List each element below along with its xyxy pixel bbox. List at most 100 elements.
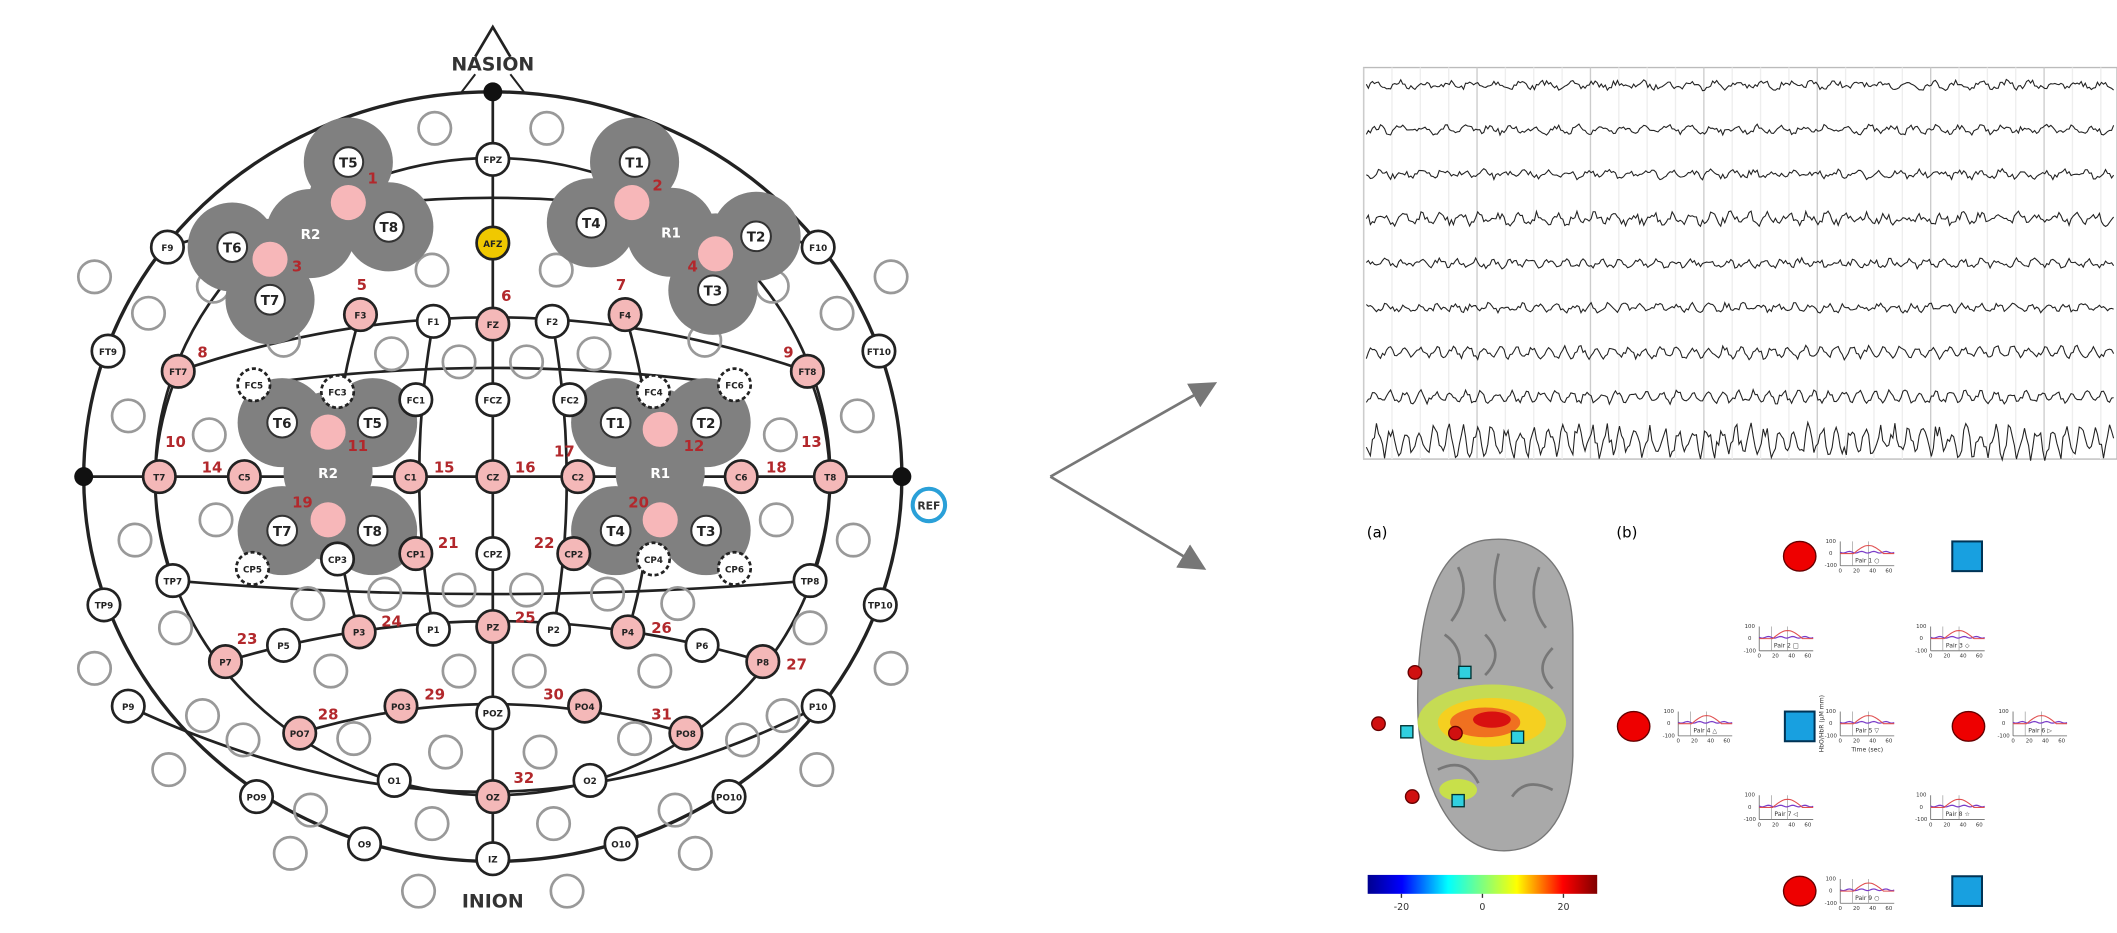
electrode-label: POZ	[483, 710, 503, 720]
channel-number: 13	[801, 433, 822, 451]
empty-slot	[841, 400, 873, 432]
empty-slot	[274, 837, 306, 869]
source-marker	[1449, 726, 1463, 740]
optode-label: R2	[301, 227, 321, 243]
inion-label: INION	[462, 890, 524, 912]
channel-number: 17	[554, 442, 575, 460]
right-point	[892, 467, 911, 486]
hbo-curve	[1759, 631, 1813, 639]
channel-number: 32	[514, 769, 535, 787]
empty-slot	[416, 254, 448, 286]
optode-label: R2	[318, 466, 338, 482]
electrode-label: P10	[809, 703, 828, 713]
electrode-label: O10	[611, 841, 631, 851]
electrode-label: F9	[161, 244, 173, 254]
mini-ytick-label: -100	[1825, 901, 1838, 907]
electrode-label: F2	[546, 318, 558, 328]
channel-number: 22	[534, 534, 555, 552]
channel-midpoint	[331, 185, 366, 220]
electrode-label: CP2	[564, 550, 583, 560]
hbr-curve	[2013, 722, 2067, 724]
optode-label: T7	[273, 524, 292, 540]
electrode-label: PO10	[716, 793, 742, 803]
colorbar	[1368, 875, 1598, 894]
electrode-label: P1	[427, 626, 440, 636]
panel-a: (a) -20020	[1367, 523, 1597, 912]
colorbar-tick-label: 20	[1557, 902, 1569, 913]
colorbar-tick-label: 0	[1479, 902, 1485, 913]
figure: NASION INION REF FPZAFZF9F10FT9FT10F3F1F…	[0, 0, 2117, 933]
empty-slot	[875, 652, 907, 684]
channel-number: 18	[766, 459, 787, 477]
channel-number: 6	[501, 287, 511, 305]
electrode-label: FC6	[725, 382, 744, 392]
channel-number: 14	[202, 459, 223, 477]
mini-xtick-label: 20	[1943, 822, 1950, 828]
panel-label: (b)	[1616, 523, 1637, 541]
electrode-label: P4	[622, 629, 635, 639]
electrode-label: PO7	[290, 730, 310, 740]
channel-midpoint	[311, 415, 346, 450]
empty-slot	[537, 807, 569, 839]
hbr-curve	[1931, 805, 1985, 807]
hbo-curve	[1840, 545, 1894, 553]
channel-number: 28	[318, 706, 339, 724]
x-axis-title: Time (sec)	[1850, 746, 1883, 753]
channel-number: 31	[651, 706, 672, 724]
hbr-curve	[1759, 805, 1813, 807]
mini-ytick-label: 100	[1826, 709, 1837, 715]
empty-slot	[662, 587, 694, 619]
channel-number: 23	[237, 630, 258, 648]
nasion-label: NASION	[451, 53, 534, 75]
detector-marker	[1511, 731, 1523, 743]
empty-slot	[524, 736, 556, 768]
electrode-label: FPZ	[483, 156, 502, 166]
detector-marker	[1401, 726, 1413, 738]
source-symbol	[1784, 541, 1816, 571]
mini-xtick-label: 0	[1839, 906, 1843, 912]
channel-number: 7	[616, 276, 626, 294]
mini-ytick-label: 0	[1829, 721, 1833, 727]
empty-slot	[292, 587, 324, 619]
detector-marker	[1459, 666, 1471, 678]
mini-xtick-label: 20	[1853, 906, 1860, 912]
hbr-curve	[1840, 551, 1894, 553]
channel-number: 2	[652, 176, 662, 194]
electrode-label: C1	[404, 473, 417, 483]
hbr-curve	[1678, 722, 1732, 724]
channel-number: 24	[381, 612, 402, 630]
channel-midpoint	[614, 185, 649, 220]
hbr-curve	[1931, 636, 1985, 638]
empty-slot	[193, 419, 225, 451]
optode-label: T1	[606, 416, 625, 432]
source-symbol	[1952, 712, 1984, 742]
panel-label: (a)	[1367, 523, 1388, 541]
channel-number: 27	[786, 656, 807, 674]
electrode-label: PO9	[247, 793, 267, 803]
mini-xtick-label: 60	[2058, 739, 2065, 745]
electrode-label: FT10	[867, 348, 891, 358]
empty-slot	[510, 574, 542, 606]
empty-slot	[159, 612, 191, 644]
source-symbol	[1784, 876, 1816, 906]
electrode-label: F4	[619, 311, 631, 321]
mini-ytick-label: -100	[1915, 648, 1928, 654]
mini-xtick-label: 20	[1772, 822, 1779, 828]
empty-slot	[338, 722, 370, 754]
mini-ytick-label: 100	[1916, 624, 1927, 630]
empty-slot	[760, 504, 792, 536]
electrode-label: FC2	[560, 397, 579, 407]
pair-label: Pair 1 ○	[1855, 557, 1879, 564]
empty-slot	[443, 574, 475, 606]
mini-ytick-label: 100	[1998, 709, 2009, 715]
mini-xtick-label: 20	[1853, 569, 1860, 575]
empty-slot	[153, 753, 185, 785]
optode-label: T6	[273, 416, 292, 432]
mini-xtick-label: 40	[1788, 654, 1795, 660]
channel-midpoint	[311, 502, 346, 537]
electrode-label: P9	[122, 703, 135, 713]
channel-number: 15	[434, 459, 455, 477]
empty-slot	[591, 578, 623, 610]
mini-ytick-label: -100	[1825, 563, 1838, 569]
empty-slot	[513, 655, 545, 687]
